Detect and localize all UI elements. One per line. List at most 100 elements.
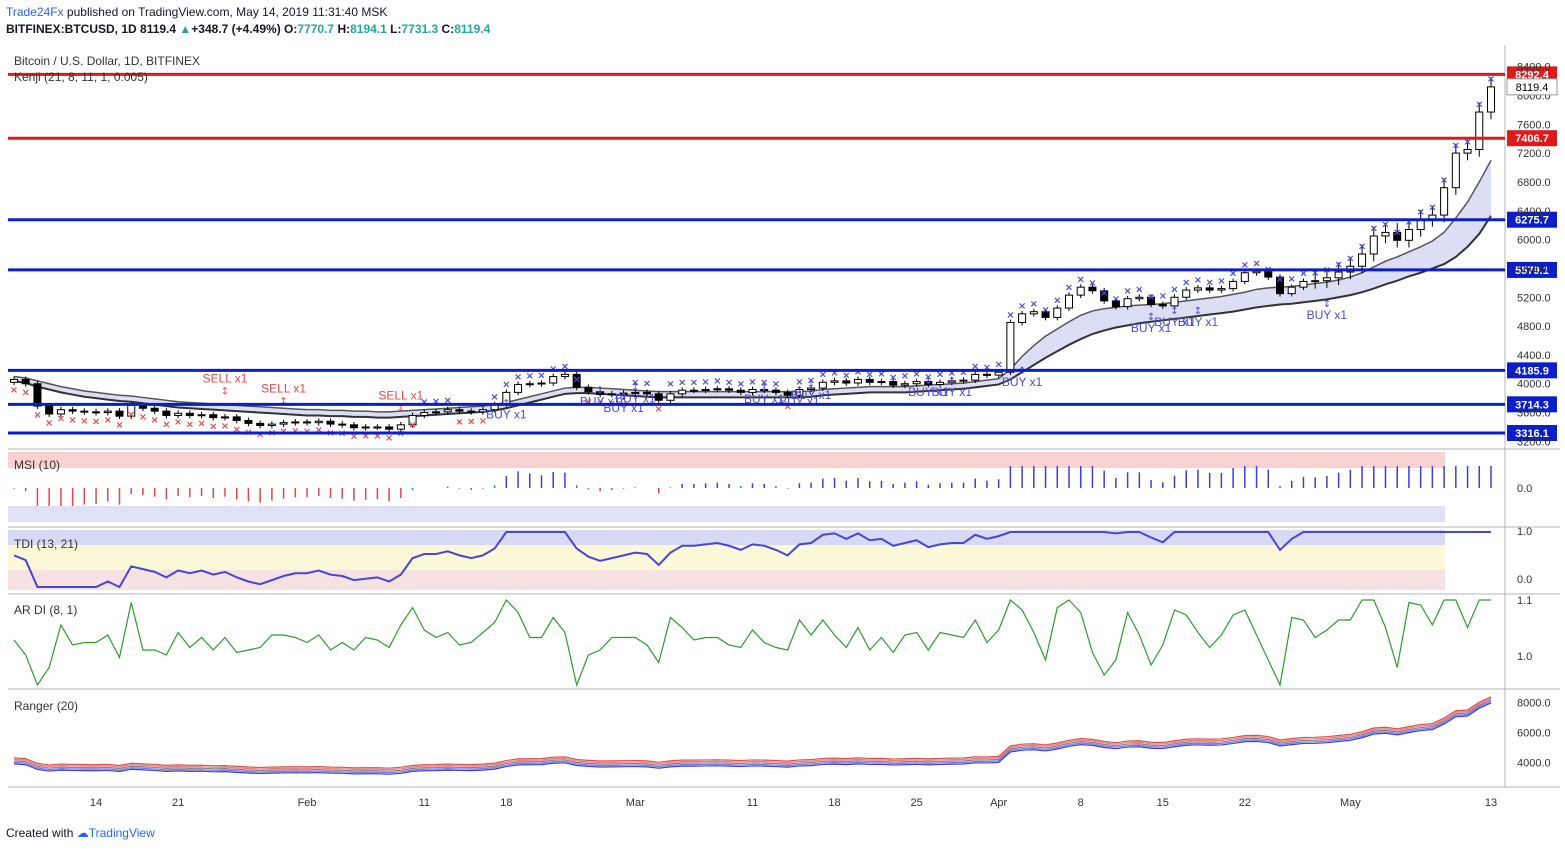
- candle-body: [1135, 296, 1144, 300]
- candle-body: [807, 387, 816, 391]
- candle-body: [771, 389, 780, 393]
- level-price-tag: [1507, 362, 1557, 379]
- buy-signal-label: BUY x1: [1131, 321, 1172, 335]
- trend-marker-icon: ×: [514, 372, 522, 383]
- buy-arrow-icon: ↕: [1147, 312, 1155, 323]
- trend-marker-icon: ×: [959, 367, 967, 378]
- trend-marker-icon: ×: [572, 375, 580, 386]
- publish-line: Trade24Fx published on TradingView.com, …: [6, 4, 387, 20]
- trend-marker-icon: ×: [1381, 220, 1389, 231]
- candle-body: [9, 378, 19, 383]
- time-tick-label: Feb: [298, 797, 317, 809]
- trend-marker-icon: ×: [1463, 137, 1471, 148]
- trend-marker-icon: ×: [526, 371, 534, 382]
- candle-body: [232, 416, 241, 421]
- trend-marker-icon: ×: [795, 377, 803, 388]
- tradingview-brand[interactable]: TradingView: [88, 826, 155, 840]
- trend-marker-icon: ×: [350, 432, 358, 443]
- buy-arrow-icon: ↕: [1170, 306, 1178, 317]
- candle-body: [853, 378, 863, 384]
- kenji-lower-line: [13, 215, 1492, 419]
- trend-marker-icon: ×: [866, 370, 874, 381]
- buy-signal-label: BUY x1: [1154, 315, 1195, 329]
- ranger-line: [13, 697, 1492, 771]
- candle-body: [1053, 307, 1062, 318]
- trend-marker-icon: ×: [725, 378, 733, 389]
- candle-body: [279, 422, 288, 425]
- candle-body: [959, 379, 968, 382]
- buy-signal-label: BUY x1: [615, 391, 656, 405]
- candle-body: [185, 412, 194, 416]
- sell-signal-label: SELL x1: [378, 389, 423, 403]
- ranger-label: Ranger (20): [14, 699, 79, 713]
- trend-marker-icon: ×: [854, 367, 862, 378]
- trend-marker-icon: ×: [174, 417, 182, 428]
- trend-marker-icon: ×: [1100, 288, 1108, 299]
- trend-marker-icon: ×: [455, 417, 463, 428]
- tdi-pane[interactable]: 1.0 0.0: [8, 526, 1532, 590]
- candle-body: [1158, 303, 1167, 307]
- trend-marker-icon: ×: [1405, 217, 1413, 228]
- candle-body: [443, 409, 452, 413]
- trend-marker-icon: ×: [444, 396, 452, 407]
- level-price-label: 3316.1: [1515, 428, 1549, 440]
- price-axis[interactable]: 8292.47406.76275.75579.14185.93714.33316…: [1506, 62, 1558, 449]
- candle-body: [689, 389, 698, 392]
- msi-upper-zone: [8, 452, 1445, 468]
- candle-body: [174, 412, 183, 416]
- price-tick-label: 6000.0: [1517, 235, 1551, 247]
- trend-marker-icon: ×: [1428, 202, 1436, 213]
- tdi-bottom-zone: [8, 570, 1445, 590]
- candle-body: [1100, 290, 1109, 302]
- candle-body: [619, 392, 628, 395]
- trend-marker-icon: ×: [1205, 277, 1213, 288]
- candle-body: [1041, 311, 1050, 318]
- ranger-tick-label: 6000.0: [1517, 728, 1551, 740]
- last-price-tag: [1506, 78, 1558, 96]
- high-label: H:: [337, 22, 351, 36]
- time-tick-label: 18: [828, 797, 840, 809]
- tradingview-logo-icon[interactable]: ☁: [76, 826, 89, 840]
- price-tick-label: 4400.0: [1517, 350, 1551, 362]
- ranger-pane[interactable]: 8000.0 6000.0 4000.0: [13, 696, 1551, 775]
- price-tick-label: 7600.0: [1517, 119, 1551, 131]
- close-label: C:: [441, 22, 455, 36]
- trend-marker-icon: ×: [221, 421, 229, 432]
- candle-body: [1170, 296, 1179, 307]
- time-axis[interactable]: 14 21 Feb 11 18 Mar 11 18 25 Apr 8 15 22 May 13: [90, 797, 1497, 809]
- trend-marker-icon: ×: [1276, 275, 1284, 286]
- candle-body: [865, 378, 874, 383]
- candle-body: [115, 410, 124, 417]
- candle-body: [396, 424, 405, 430]
- candle-body: [21, 378, 30, 385]
- candle-body: [150, 407, 159, 412]
- price-pane[interactable]: × × × × × × × × × × × × × × × × × × × × × × × × × × × × × × × × × × × × × × × ×…: [8, 45, 1560, 788]
- trend-marker-icon: ×: [1370, 223, 1378, 234]
- published-text: published on TradingView.com, May 14, 20…: [63, 5, 388, 19]
- publisher-name[interactable]: Trade24Fx: [6, 5, 64, 19]
- ar-di-pane[interactable]: 1.1 1.0: [13, 595, 1532, 688]
- trend-marker-icon: ×: [209, 422, 217, 433]
- low-label: L:: [390, 22, 402, 36]
- candle-body: [701, 389, 710, 392]
- buy-arrow-icon: ↕: [1323, 299, 1331, 310]
- candle-body: [1217, 288, 1226, 291]
- candle-body: [338, 423, 347, 426]
- sell-signal-label: SELL x1: [261, 381, 306, 395]
- trend-marker-icon: ×: [561, 362, 569, 373]
- trend-marker-icon: ×: [1475, 99, 1483, 110]
- trend-marker-icon: ×: [420, 397, 428, 408]
- candle-body: [631, 391, 640, 394]
- buy-signal-label: BUY x1: [1178, 315, 1219, 329]
- level-price-tag: [1507, 425, 1557, 442]
- candle-body: [947, 380, 956, 383]
- tdi-line: [13, 531, 1491, 589]
- msi-pane[interactable]: 0.0: [8, 452, 1532, 522]
- candle-body: [408, 414, 417, 426]
- buy-signal-label: BUY x1: [1002, 375, 1043, 389]
- trend-marker-icon: ×: [889, 373, 897, 384]
- trend-marker-icon: ×: [1487, 74, 1495, 85]
- candle-body: [1240, 272, 1249, 282]
- candle-body: [971, 373, 980, 381]
